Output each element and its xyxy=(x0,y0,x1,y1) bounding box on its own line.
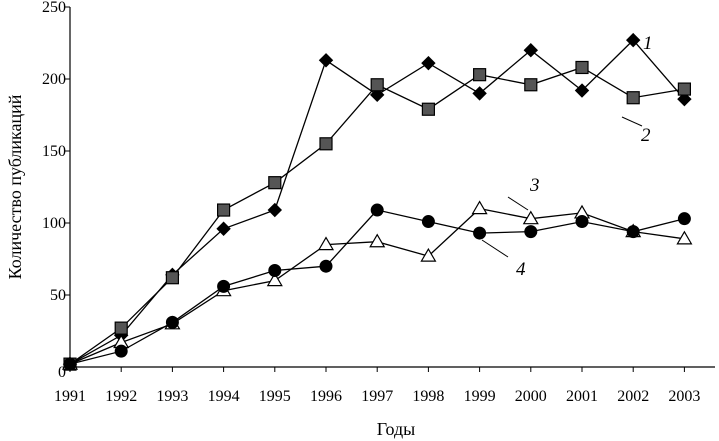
point-square xyxy=(473,68,487,82)
x-tick-label: 1996 xyxy=(310,388,342,405)
series-markers xyxy=(61,32,693,372)
x-tick-label: 1991 xyxy=(54,388,86,405)
point-circle xyxy=(114,344,128,358)
point-triangle xyxy=(522,210,539,225)
x-tick-label: 1992 xyxy=(105,388,137,405)
point-square xyxy=(319,137,333,151)
point-diamond xyxy=(318,53,334,68)
y-ticks: 0 50 100 150 200 250 xyxy=(42,0,70,381)
point-square xyxy=(217,203,231,217)
point-circle xyxy=(268,264,282,278)
x-tick-label: 2003 xyxy=(668,388,700,405)
x-axis-title: Годы xyxy=(377,419,416,439)
x-tick-label: 1994 xyxy=(208,388,240,405)
point-circle xyxy=(524,225,538,239)
annotation-label-1: 1 xyxy=(643,33,653,54)
point-circle xyxy=(165,315,179,329)
point-circle xyxy=(421,215,435,229)
point-circle xyxy=(677,212,691,226)
point-square xyxy=(421,102,435,116)
point-triangle xyxy=(369,233,386,248)
x-tick-label: 1999 xyxy=(464,388,496,405)
annotation-series-4: 4 xyxy=(481,239,526,280)
x-tick-label: 2001 xyxy=(566,388,598,405)
point-square xyxy=(677,82,692,96)
annotation-label-3: 3 xyxy=(529,175,540,196)
x-tick-label: 2002 xyxy=(617,388,649,405)
annotation-leader-2 xyxy=(621,116,643,127)
point-square xyxy=(370,78,384,92)
point-circle xyxy=(370,203,384,217)
x-tick-label: 2000 xyxy=(515,388,547,405)
point-square xyxy=(165,271,179,285)
point-diamond xyxy=(523,42,539,58)
y-tick-label: 200 xyxy=(42,71,66,88)
annotation-label-4: 4 xyxy=(516,259,526,280)
point-square xyxy=(575,60,589,75)
x-tick-label: 1997 xyxy=(361,388,393,405)
point-circle xyxy=(626,225,640,239)
x-tick-label: 1998 xyxy=(412,388,444,405)
point-diamond xyxy=(421,55,436,71)
point-square xyxy=(524,78,538,92)
point-circle xyxy=(63,357,77,371)
point-square xyxy=(626,91,640,105)
point-diamond xyxy=(625,32,641,48)
point-triangle xyxy=(471,200,488,215)
point-triangle xyxy=(266,272,283,287)
point-circle xyxy=(473,226,487,240)
point-square xyxy=(114,321,128,335)
point-diamond xyxy=(574,83,590,98)
annotation-label-2: 2 xyxy=(641,125,651,146)
point-triangle xyxy=(420,247,437,262)
point-square xyxy=(268,176,282,190)
x-tick-label: 1995 xyxy=(259,388,291,405)
point-diamond xyxy=(216,221,231,236)
annotation-series-2: 2 xyxy=(621,116,651,146)
point-circle xyxy=(575,215,589,229)
x-ticks: 1991 1992 1993 1994 1995 1996 1997 1998 1999 2000… xyxy=(54,367,700,405)
x-tick-label: 1993 xyxy=(156,388,188,405)
y-tick-label: 250 xyxy=(42,0,66,16)
point-triangle xyxy=(317,236,335,251)
y-axis-title: Количество публикаций xyxy=(5,94,25,279)
y-tick-label: 100 xyxy=(42,215,66,232)
point-triangle xyxy=(676,230,693,245)
point-diamond xyxy=(267,202,283,218)
y-tick-label: 0 xyxy=(58,364,66,381)
point-circle xyxy=(319,259,333,273)
annotation-leader-3 xyxy=(507,196,529,211)
annotation-leader-4 xyxy=(481,239,509,258)
y-tick-label: 150 xyxy=(42,143,66,160)
point-diamond xyxy=(472,86,487,101)
point-diamond xyxy=(369,87,385,103)
point-circle xyxy=(217,279,231,293)
point-diamond xyxy=(677,91,692,107)
y-tick-label: 50 xyxy=(50,287,66,304)
annotation-series-1: 1 xyxy=(643,33,653,54)
annotation-series-3: 3 xyxy=(507,175,540,211)
